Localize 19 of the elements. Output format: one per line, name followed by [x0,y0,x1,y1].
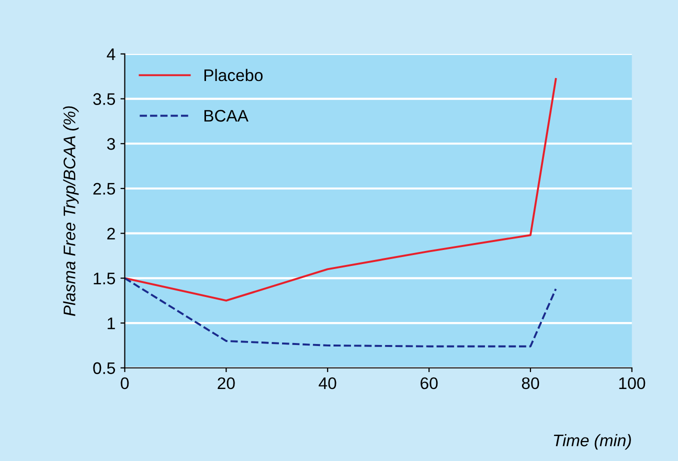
y-tick-label: 1.5 [94,272,116,284]
y-tick-label: 3.5 [93,93,116,105]
legend-label: BCAA [204,110,248,122]
y-tick-label: 4 [106,48,116,60]
y-tick-label: 2.5 [93,182,116,195]
line-series [124,277,557,348]
y-tick-label: 0.5 [93,362,116,374]
x-tick-label: 60 [420,377,438,390]
x-tick-label: 100 [619,377,646,390]
x-tick-label: 20 [218,377,235,390]
x-tick-label: 80 [522,377,540,390]
x-tick-label: 40 [318,377,336,390]
legend-label: Placebo [204,68,263,82]
y-tick-label: 3 [107,138,115,150]
x-axis-title: Time (min) [554,434,631,450]
y-tick-label: 2 [107,228,115,240]
x-tick-label: 0 [120,377,129,390]
y-axis-title: Plasma Free Tryp/BCAA (%) [63,106,79,316]
y-tick-label: 1 [108,318,115,330]
